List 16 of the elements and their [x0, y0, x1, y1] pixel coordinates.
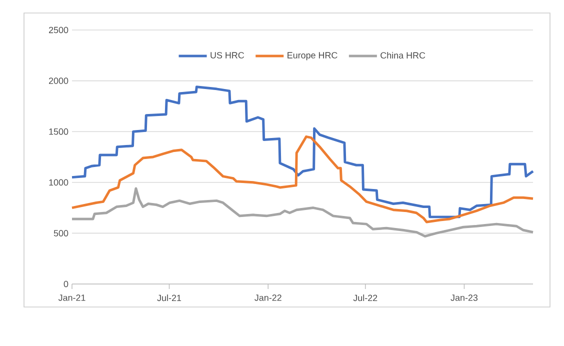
line-series	[70, 135, 534, 224]
x-tick-label: Jan-21	[58, 294, 86, 301]
y-tick-label: 1000	[49, 179, 68, 186]
y-tick-label: 500	[54, 230, 68, 236]
y-tick-label: 1500	[49, 128, 68, 135]
legend-label: China HRC	[380, 52, 426, 59]
y-tick-label: 2500	[48, 26, 68, 34]
legend-label: Europe HRC	[288, 52, 338, 60]
x-tick-label: Jan-22	[254, 294, 282, 301]
x-tick-label: Jul-22	[353, 294, 378, 302]
line-series	[70, 187, 534, 238]
y-tick-label: 2000	[48, 78, 68, 84]
y-tick-label: 0	[64, 280, 68, 288]
x-tick-label: Jan-23	[450, 294, 478, 301]
legend-label: US HRC	[210, 52, 244, 58]
x-tick-label: Jul-21	[157, 294, 182, 302]
